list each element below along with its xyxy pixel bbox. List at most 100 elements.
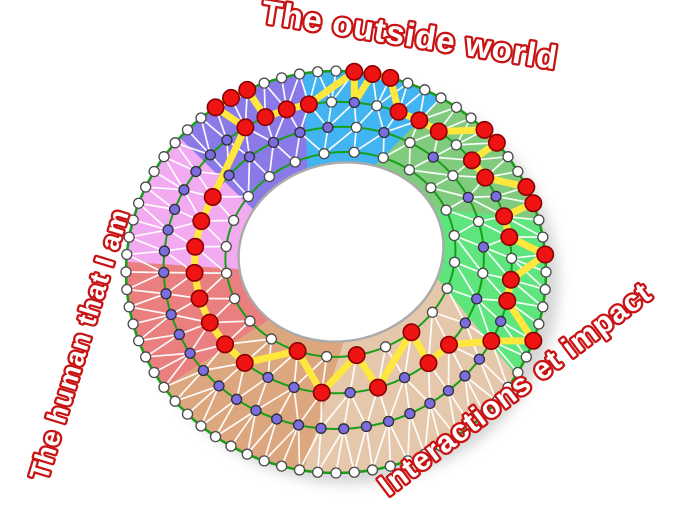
triangulation-line [478, 358, 498, 403]
triangulation-line [144, 333, 181, 358]
node-red [347, 346, 366, 365]
node-red [439, 335, 458, 354]
triangulation-line [387, 420, 392, 468]
triangulation-line [403, 376, 431, 405]
node-red [476, 168, 495, 187]
triangulation-line [125, 288, 167, 295]
node-red [482, 331, 501, 350]
triangulation-line [137, 202, 176, 211]
node-purple [338, 423, 350, 435]
node-purple [471, 293, 483, 305]
triangulation-line [464, 375, 472, 427]
node-white [348, 146, 360, 158]
triangulation-line [297, 424, 301, 471]
triangulation-line [200, 117, 212, 156]
triangulation-line [447, 389, 458, 438]
node-white [350, 121, 362, 134]
node-red [500, 228, 519, 247]
node-white [241, 448, 253, 460]
triangulation-line [246, 418, 278, 456]
triangulation-line [409, 412, 426, 456]
node-white [402, 77, 414, 89]
node-white [120, 266, 132, 278]
node-white [242, 190, 255, 203]
node-white [133, 197, 145, 209]
triangulation-line [275, 386, 295, 420]
node-white [123, 231, 135, 243]
node-purple [495, 315, 507, 328]
triangulation-line [246, 409, 257, 456]
node-red [185, 263, 204, 282]
node-white [472, 215, 485, 228]
triangulation-line [510, 257, 547, 291]
node-purple [404, 408, 416, 420]
node-white [403, 164, 416, 176]
node-red [186, 237, 205, 256]
node-white [293, 464, 306, 476]
node-purple [360, 420, 373, 433]
triangulation-line [125, 271, 165, 291]
node-white [384, 460, 397, 472]
triangulation-line [316, 427, 322, 474]
triangulation-line [268, 141, 275, 178]
node-white [312, 466, 324, 478]
node-white [121, 283, 133, 296]
node-purple [197, 364, 210, 377]
triangulation-line [387, 376, 406, 423]
node-red [216, 335, 235, 354]
node-white [533, 214, 545, 226]
node-white [379, 341, 392, 353]
node-white [275, 460, 288, 472]
node-white [220, 267, 233, 279]
triangulation-line [353, 131, 385, 154]
label-the-outside-world: The outside world [259, 0, 560, 76]
node-white [450, 101, 463, 114]
node-white [258, 77, 270, 89]
node-white [402, 455, 414, 467]
node-purple [213, 380, 225, 392]
node-red [536, 245, 555, 264]
node-red [419, 354, 438, 373]
triangulation-line [163, 155, 197, 173]
node-purple [348, 96, 360, 109]
triangulation-line [163, 352, 191, 389]
node-white [419, 84, 431, 96]
node-red [235, 353, 254, 372]
node-white [148, 165, 160, 178]
triangulation-line [163, 369, 205, 389]
node-purple [398, 371, 411, 384]
node-white [520, 351, 532, 363]
node-purple [158, 245, 171, 257]
node-purple [168, 203, 181, 216]
node-white [537, 231, 549, 243]
triangulation-line [323, 126, 358, 155]
node-white [195, 112, 207, 124]
node-red [369, 378, 388, 397]
node-white [477, 267, 489, 279]
node-purple [382, 415, 395, 428]
node-red [277, 100, 296, 119]
node-white [275, 72, 288, 84]
node-white [123, 301, 135, 313]
node-purple [378, 126, 390, 139]
triangulation-line [429, 402, 442, 447]
node-purple [427, 151, 439, 163]
node-purple [473, 353, 486, 365]
node-white [539, 283, 551, 296]
triangulation-line [128, 236, 166, 252]
node-white [228, 214, 240, 227]
node-white [133, 335, 145, 347]
triangulation-line [353, 425, 368, 474]
node-red [498, 291, 517, 310]
node-white [426, 306, 439, 318]
node-purple [160, 288, 172, 300]
node-red [192, 212, 211, 231]
node-red [200, 313, 219, 332]
node-white [140, 351, 152, 363]
node-white [225, 440, 237, 452]
node-purple [178, 184, 190, 196]
triangulation-line [263, 418, 278, 462]
node-white [447, 169, 459, 182]
node-purple [459, 370, 471, 382]
triangulation-line [446, 287, 467, 324]
